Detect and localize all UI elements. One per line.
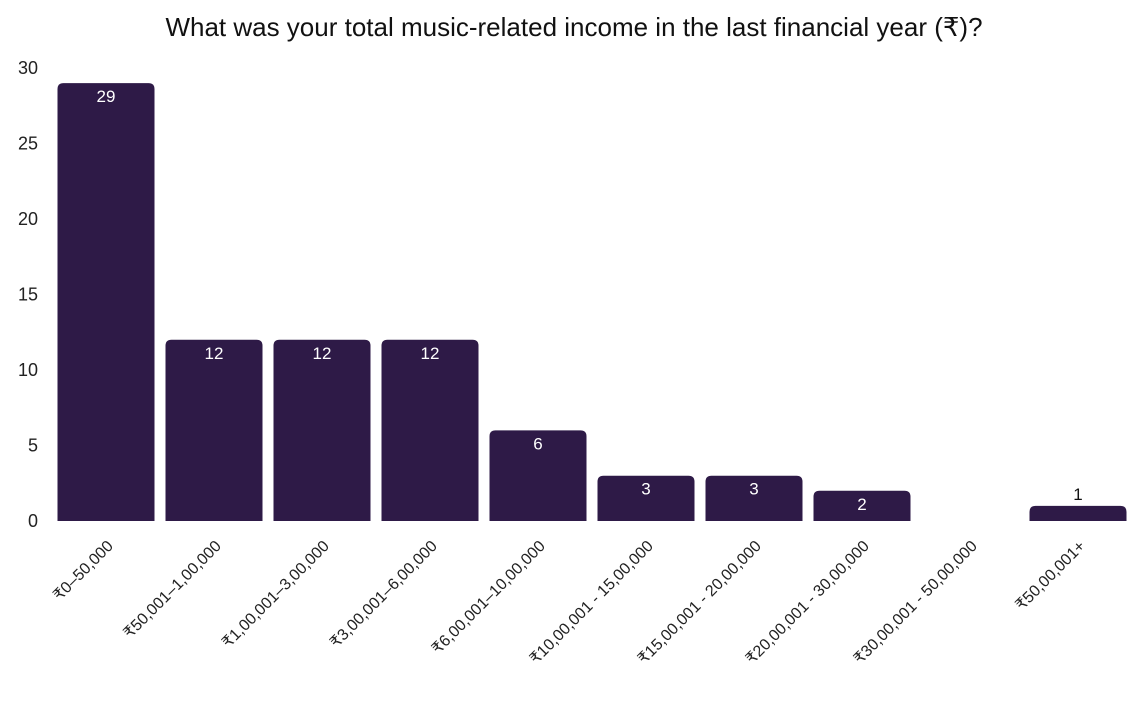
x-tick-label: ₹20,00,001 - 30,00,000 [743, 538, 873, 668]
x-tick-label: ₹50,00,001+ [1013, 538, 1089, 614]
y-tick-label: 0 [28, 511, 38, 531]
bar-3 [274, 340, 371, 521]
bars-group [58, 83, 1127, 521]
bar-10 [1030, 506, 1127, 521]
x-tick-label: ₹1,00,001–3,00,000 [219, 538, 333, 652]
y-tick-label: 30 [18, 58, 38, 78]
x-tick-label: ₹50,001–1,00,000 [121, 538, 225, 642]
data-label: 12 [205, 344, 224, 363]
x-axis: ₹0–50,000 ₹50,001–1,00,000₹1,00,001–3,00,… [50, 538, 1088, 668]
x-tick-label: ₹3,00,001–6,00,000 [327, 538, 441, 652]
x-tick-label: ₹10,00,001 - 15,00,000 [527, 538, 657, 668]
y-tick-label: 15 [18, 285, 38, 305]
y-tick-label: 20 [18, 209, 38, 229]
data-label: 6 [533, 434, 542, 453]
bar-4 [382, 340, 479, 521]
data-label: 29 [97, 87, 116, 106]
bar-2 [166, 340, 263, 521]
data-label: 3 [749, 480, 758, 499]
bar-1 [58, 83, 155, 521]
y-axis: 0 5 10 15 20 25 30 [18, 58, 38, 531]
data-label: 2 [857, 495, 866, 514]
x-tick-label: ₹30,00,001 - 50,00,000 [851, 538, 981, 668]
y-tick-label: 5 [28, 436, 38, 456]
data-label: 12 [313, 344, 332, 363]
x-tick-label: ₹6,00,001–10,00,000 [429, 538, 549, 658]
y-tick-label: 10 [18, 360, 38, 380]
data-label: 3 [641, 480, 650, 499]
data-label: 12 [421, 344, 440, 363]
y-tick-label: 25 [18, 134, 38, 154]
data-label: 1 [1073, 485, 1082, 504]
x-tick-label: ₹15,00,001 - 20,00,000 [635, 538, 765, 668]
x-tick-label: ₹0–50,000 [50, 538, 116, 604]
